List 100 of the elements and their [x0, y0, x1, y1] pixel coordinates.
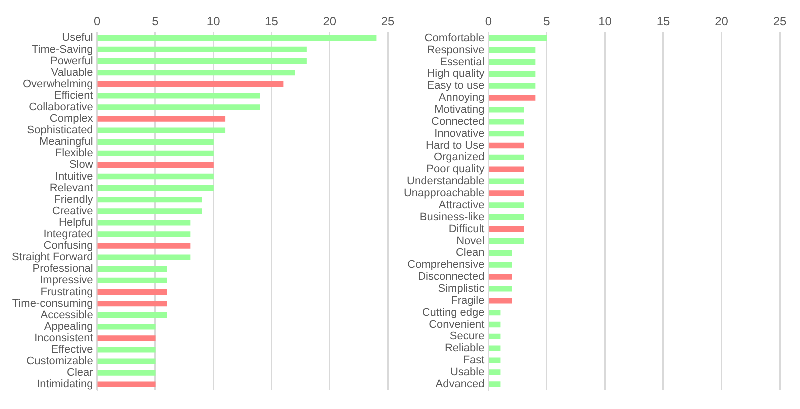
x-tick-label: 15	[656, 14, 670, 29]
y-tick-label: Reliable	[444, 342, 485, 355]
y-tick-label: Inconsistent	[34, 332, 94, 344]
y-tick-label: Organized	[434, 152, 485, 164]
y-tick-label: Sophisticated	[27, 124, 94, 137]
y-tick-label: Valuable	[51, 66, 94, 79]
y-tick-label: Understandable	[407, 176, 485, 188]
y-tick-label: Creative	[52, 205, 94, 218]
bar	[98, 312, 168, 318]
y-tick-label: Innovative	[434, 128, 485, 140]
y-tick-label: Effective	[51, 344, 94, 356]
y-tick-label: Attractive	[438, 199, 485, 212]
bar	[489, 334, 501, 340]
y-tick-label: Customizable	[26, 356, 94, 368]
y-tick-label: Professional	[32, 263, 94, 276]
bar	[98, 324, 156, 330]
bar	[98, 174, 214, 180]
y-tick-label: Frustrating	[40, 286, 94, 298]
y-tick-label: Difficult	[448, 223, 485, 236]
y-tick-label: Useful	[62, 32, 94, 44]
bar	[98, 347, 156, 353]
x-tick-label: 10	[206, 14, 221, 29]
y-tick-label: Time-consuming	[12, 298, 94, 310]
y-tick-label: Usable	[450, 366, 485, 379]
y-tick-label: Easy to use	[427, 80, 485, 92]
bar	[98, 243, 191, 249]
y-tick-label: Hard to Use	[426, 140, 485, 152]
y-tick-label: Simplistic	[438, 283, 486, 295]
bar	[489, 119, 524, 125]
y-tick-label: Integrated	[44, 228, 94, 241]
bar	[489, 47, 536, 54]
bar	[489, 59, 536, 66]
bar	[489, 322, 501, 328]
bar	[98, 93, 260, 99]
bar	[98, 104, 260, 110]
x-tick-label: 25	[773, 14, 787, 29]
y-tick-label: Intuitive	[55, 170, 94, 183]
y-tick-label: Fast	[463, 354, 485, 367]
bar	[489, 274, 512, 280]
bar	[98, 382, 156, 388]
x-tick-label: 0	[485, 14, 492, 29]
y-tick-label: Efficient	[54, 90, 94, 102]
bar	[489, 346, 501, 352]
y-tick-label: Clean	[456, 247, 485, 260]
bar	[98, 128, 226, 134]
y-tick-label: Accessible	[40, 309, 94, 322]
bar	[489, 131, 524, 137]
bar	[98, 70, 296, 76]
bar	[98, 370, 156, 376]
bar	[98, 266, 168, 272]
y-tick-label: Business-like	[420, 211, 485, 224]
bar	[489, 298, 512, 304]
y-tick-label: High quality	[427, 68, 486, 80]
y-tick-label: Connected	[432, 116, 485, 128]
bar	[98, 185, 214, 192]
bar	[98, 220, 191, 226]
y-tick-label: Intimidating	[37, 378, 94, 391]
bar	[489, 382, 501, 388]
y-tick-label: Appealing	[44, 320, 94, 333]
bar	[489, 178, 524, 184]
y-tick-label: Collaborative	[29, 101, 94, 114]
y-tick-label: Advanced	[436, 378, 485, 390]
y-tick-label: Convenient	[429, 318, 485, 331]
bar	[98, 278, 168, 284]
y-tick-label: Poor quality	[426, 164, 486, 176]
y-tick-label: Disconnected	[418, 271, 485, 284]
x-tick-label: 25	[381, 14, 395, 29]
bar	[489, 166, 524, 172]
bar	[98, 358, 156, 364]
bar	[489, 286, 512, 292]
bar	[489, 142, 524, 149]
x-tick-label: 20	[715, 14, 729, 29]
y-tick-label: Confusing	[44, 240, 94, 252]
y-tick-label: Cutting edge	[422, 306, 485, 319]
bar	[98, 150, 214, 156]
y-tick-label: Comprehensive	[408, 259, 485, 272]
bar	[489, 238, 524, 244]
bar	[489, 71, 536, 77]
y-tick-label: Relevant	[50, 182, 94, 194]
x-tick-label: 15	[265, 14, 279, 29]
x-tick-label: 10	[598, 14, 612, 29]
bar	[489, 95, 536, 101]
bar	[98, 82, 284, 88]
y-tick-label: Essential	[440, 56, 485, 68]
y-tick-label: Helpful	[59, 216, 94, 229]
y-tick-label: Time-Saving	[32, 44, 94, 56]
bar	[489, 262, 512, 268]
bar	[98, 116, 226, 122]
y-tick-label: Secure	[450, 330, 485, 343]
bar	[489, 226, 524, 232]
bar	[489, 310, 501, 316]
bar	[98, 162, 214, 168]
y-tick-label: Motivating	[434, 104, 485, 116]
bar	[98, 300, 168, 307]
bar	[489, 190, 524, 196]
bar	[98, 208, 202, 214]
bar	[98, 197, 202, 203]
y-tick-label: Impressive	[40, 274, 94, 287]
y-tick-label: Flexible	[55, 148, 94, 160]
bar	[98, 254, 191, 260]
